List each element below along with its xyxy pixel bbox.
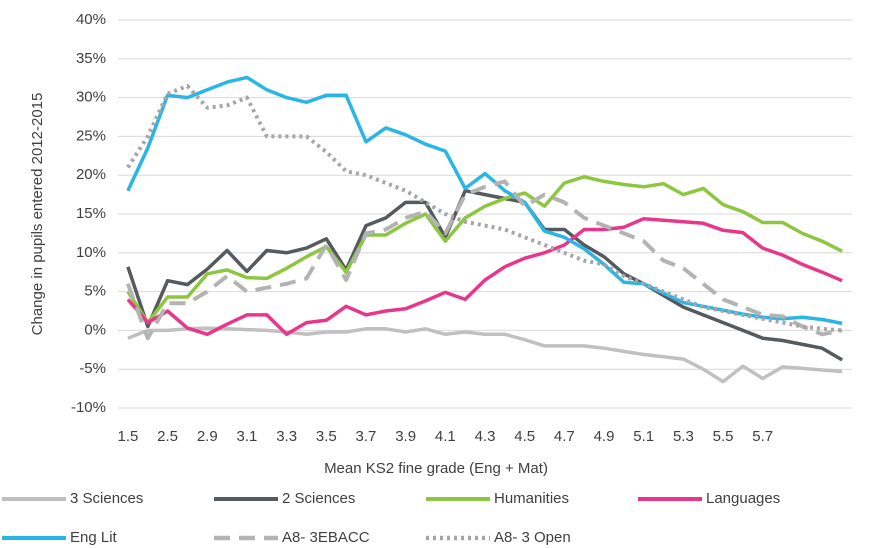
y-tick-label: 5%: [84, 283, 106, 300]
legend-label: A8- 3EBACC: [282, 529, 370, 546]
x-tick-label: 4.3: [475, 428, 496, 445]
x-tick-label: 4.1: [435, 428, 456, 445]
y-tick-label: 0%: [84, 321, 106, 338]
x-tick-label: 4.5: [514, 428, 535, 445]
legend-label: Eng Lit: [70, 529, 118, 546]
x-tick-label: 5.5: [713, 428, 734, 445]
y-tick-label: 35%: [76, 50, 106, 67]
x-tick-label: 2.9: [197, 428, 218, 445]
legend-label: Humanities: [494, 490, 569, 507]
x-tick-label: 3.9: [395, 428, 416, 445]
series-line: [126, 175, 843, 325]
x-tick-label: 3.3: [276, 428, 297, 445]
x-tick-label: 3.5: [316, 428, 337, 445]
legend-label: A8- 3 Open: [494, 529, 571, 546]
x-tick-label: 3.7: [356, 428, 377, 445]
x-tick-label: 1.5: [117, 428, 138, 445]
x-axis-label: Mean KS2 fine grade (Eng + Mat): [324, 460, 548, 477]
y-tick-label: 40%: [76, 11, 106, 28]
y-tick-label: 10%: [76, 244, 106, 261]
y-tick-label: 15%: [76, 205, 106, 222]
y-tick-label: 25%: [76, 127, 106, 144]
x-tick-label: 4.7: [554, 428, 575, 445]
series-line: [126, 75, 843, 326]
x-tick-label: 4.9: [594, 428, 615, 445]
y-tick-label: 20%: [76, 166, 106, 183]
series-line: [126, 179, 843, 341]
legend-label: 3 Sciences: [70, 490, 143, 507]
y-axis-label: Change in pupils entered 2012-2015: [29, 93, 46, 336]
series-line: [126, 216, 843, 337]
series-line: [127, 326, 843, 384]
legend-label: 2 Sciences: [282, 490, 355, 507]
legend-label: Languages: [706, 490, 780, 507]
series-line: [126, 84, 843, 333]
x-tick-label: 5.1: [633, 428, 654, 445]
y-tick-label: -10%: [71, 399, 106, 416]
x-tick-label: 5.3: [673, 428, 694, 445]
y-tick-label: 30%: [76, 89, 106, 106]
x-tick-label: 2.5: [157, 428, 178, 445]
y-tick-label: -5%: [79, 360, 106, 377]
x-tick-label: 5.7: [752, 428, 773, 445]
series-line: [126, 188, 843, 362]
x-tick-label: 3.1: [237, 428, 258, 445]
